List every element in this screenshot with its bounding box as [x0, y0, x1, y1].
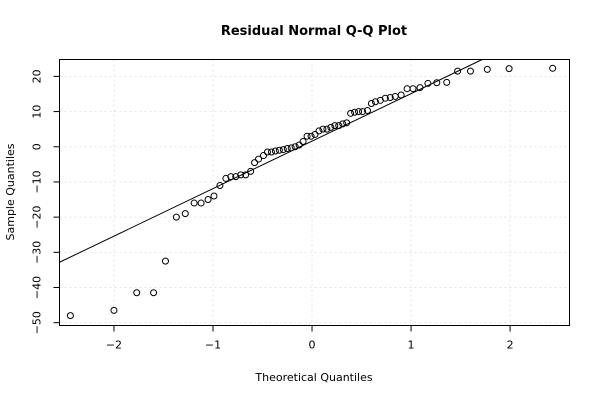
- data-point: [505, 65, 513, 73]
- y-axis-label: Sample Quantiles: [4, 143, 17, 240]
- y-tick-label: 20: [31, 69, 44, 83]
- data-point: [110, 306, 118, 314]
- chart-title: Residual Normal Q-Q Plot: [221, 24, 407, 39]
- data-point: [343, 119, 351, 127]
- y-tick-label: −20: [31, 206, 44, 229]
- data-point: [161, 257, 169, 265]
- data-point: [210, 192, 218, 200]
- data-point: [204, 196, 212, 204]
- data-point: [397, 91, 405, 99]
- x-tick-label: −2: [106, 339, 122, 352]
- data-point: [403, 85, 411, 93]
- y-tick-label: −10: [31, 170, 44, 193]
- data-point: [424, 79, 432, 87]
- data-point: [416, 84, 424, 92]
- data-point: [172, 213, 180, 221]
- data-point: [222, 174, 230, 182]
- y-tick-label: −50: [31, 311, 44, 334]
- x-axis-label: Theoretical Quantiles: [254, 371, 372, 384]
- data-point: [347, 109, 355, 117]
- data-point: [295, 141, 303, 149]
- data-point: [311, 130, 319, 138]
- data-point: [283, 145, 291, 153]
- data-point: [303, 132, 311, 140]
- y-tick-label: 10: [31, 105, 44, 119]
- data-point: [483, 65, 491, 73]
- data-point: [454, 67, 462, 75]
- qq-reference-line: [59, 59, 483, 263]
- data-point: [237, 171, 245, 179]
- data-point: [267, 148, 275, 156]
- data-point: [197, 199, 205, 207]
- data-point: [133, 289, 141, 297]
- data-point: [327, 123, 335, 131]
- data-point: [227, 173, 235, 181]
- data-point: [279, 146, 287, 154]
- data-point: [232, 173, 240, 181]
- data-point: [549, 64, 557, 72]
- plot-frame: [59, 59, 570, 326]
- data-point: [263, 148, 271, 156]
- y-tick-label: −30: [31, 241, 44, 264]
- data-point: [251, 159, 259, 167]
- data-point: [181, 210, 189, 218]
- data-point: [319, 125, 327, 133]
- data-point: [260, 152, 267, 160]
- data-point: [315, 127, 323, 135]
- data-point: [271, 147, 279, 155]
- x-tick-label: 2: [507, 339, 514, 352]
- data-point: [367, 99, 375, 107]
- x-tick-label: −1: [205, 339, 221, 352]
- data-point: [466, 67, 474, 75]
- y-tick-label: −40: [31, 276, 44, 299]
- data-point: [443, 78, 451, 86]
- reference-line-layer: [59, 59, 483, 263]
- data-point: [371, 98, 379, 106]
- data-point: [335, 122, 343, 130]
- data-point: [150, 289, 158, 297]
- data-point: [351, 108, 359, 116]
- data-point: [242, 171, 250, 179]
- x-tick-label: 1: [408, 339, 415, 352]
- points-layer: [66, 64, 557, 320]
- data-point: [409, 85, 417, 93]
- data-point: [255, 155, 263, 163]
- data-point: [287, 144, 295, 152]
- data-point: [363, 107, 371, 115]
- data-point: [433, 79, 441, 87]
- data-point: [216, 181, 224, 189]
- data-point: [275, 146, 283, 154]
- data-point: [291, 143, 299, 151]
- data-point: [381, 94, 389, 102]
- y-tick-label: 0: [31, 143, 44, 150]
- data-point: [359, 108, 367, 116]
- data-point: [339, 120, 347, 128]
- data-point: [323, 125, 331, 133]
- data-point: [307, 132, 315, 140]
- data-point: [299, 137, 307, 145]
- x-tick-label: 0: [309, 339, 316, 352]
- data-point: [247, 167, 255, 175]
- data-point: [66, 312, 74, 320]
- data-point: [386, 94, 394, 101]
- data-point: [355, 108, 363, 116]
- data-point: [331, 122, 339, 130]
- data-point: [190, 199, 198, 207]
- grid-layer: [59, 59, 570, 326]
